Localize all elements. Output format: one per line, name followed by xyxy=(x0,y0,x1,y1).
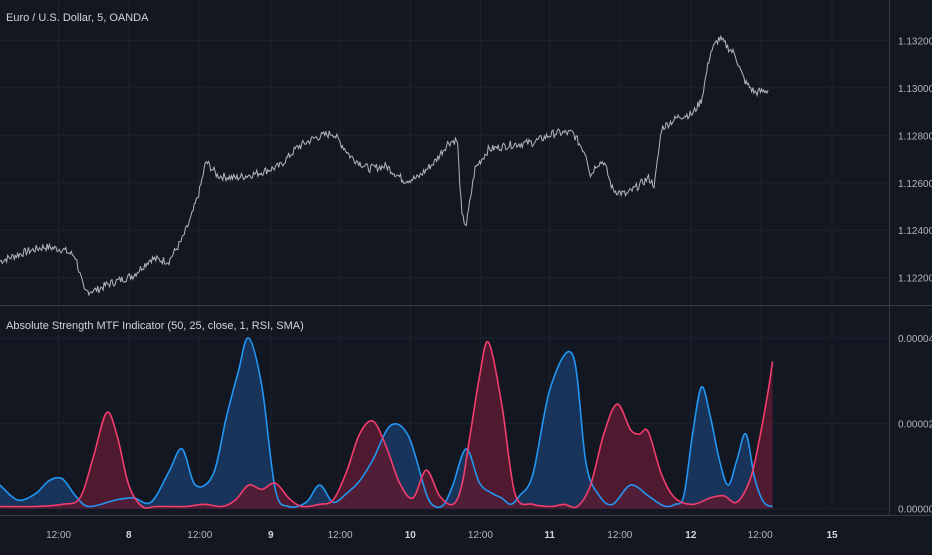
time-axis-label: 12 xyxy=(685,530,697,541)
price-axis-label: 1.13000 xyxy=(898,84,932,95)
indicator-plot xyxy=(0,337,774,509)
grid-lines xyxy=(0,0,888,515)
indicator-title: Absolute Strength MTF Indicator (50, 25,… xyxy=(6,320,304,332)
price-axis-label: 1.12400 xyxy=(898,226,932,237)
price-plot xyxy=(0,34,769,297)
bull-strength-line xyxy=(0,337,773,509)
time-axis-label: 10 xyxy=(405,530,417,541)
time-axis-label: 12:00 xyxy=(187,530,212,541)
time-axis-label: 12:00 xyxy=(328,530,353,541)
price-axis-label: 1.12200 xyxy=(898,274,932,285)
time-axis-label: 8 xyxy=(126,530,132,541)
time-axis-label: 15 xyxy=(826,530,838,541)
main-chart-title: Euro / U.S. Dollar, 5, OANDA xyxy=(6,12,149,24)
indicator-axis-label: 0.00002 xyxy=(898,419,932,430)
indicator-axis-label: 0.00004 xyxy=(898,334,932,345)
time-axis-label: 12:00 xyxy=(607,530,632,541)
time-axis-label: 9 xyxy=(268,530,274,541)
time-axis-label: 12:00 xyxy=(46,530,71,541)
price-axis-label: 1.12800 xyxy=(898,131,932,142)
bear-strength-line xyxy=(0,341,774,509)
price-axis-label: 1.13200 xyxy=(898,36,932,47)
time-axis-label: 12:00 xyxy=(468,530,493,541)
time-axis-label: 11 xyxy=(544,530,555,541)
price-axis-label: 1.12600 xyxy=(898,179,932,190)
price-series-line xyxy=(0,34,769,297)
axis-layer: 1.13200 1.13000 1.12800 1.12600 1.12400 1.122… xyxy=(0,0,932,541)
bear-area-fill xyxy=(0,341,773,509)
time-axis-label: 12:00 xyxy=(748,530,773,541)
indicator-axis-label: 0.00000 xyxy=(898,505,932,516)
bull-area-fill xyxy=(0,337,773,509)
